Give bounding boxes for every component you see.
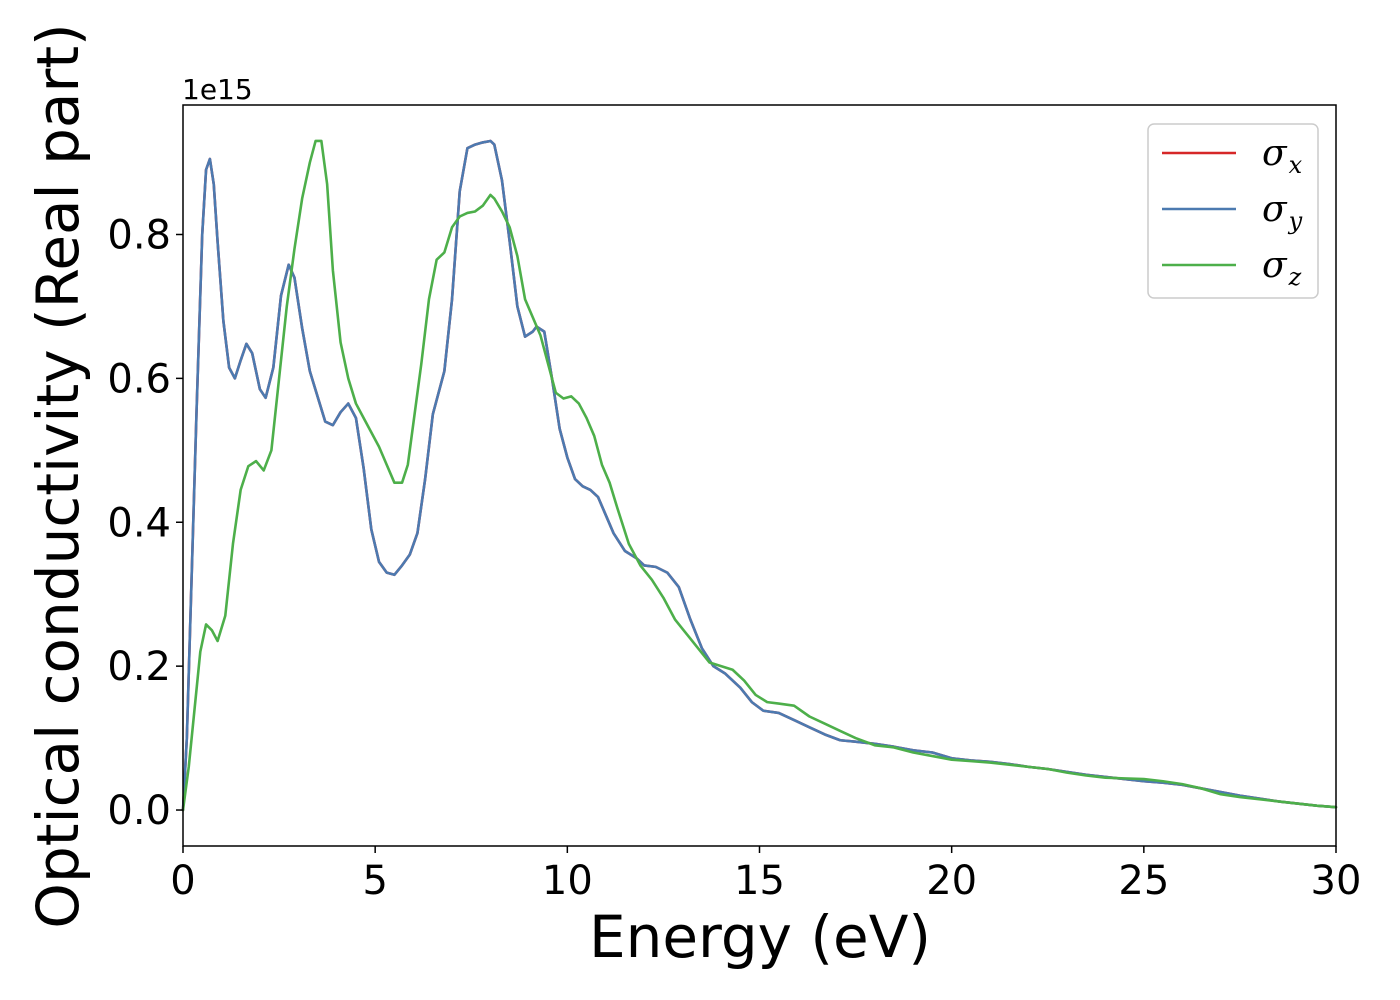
x-axis-ticks: 0 5 10 15 20 25 30 xyxy=(170,846,1361,904)
x-tick-label: 30 xyxy=(1311,858,1362,904)
series-layer xyxy=(181,139,1338,812)
y-axis-ticks: 0.0 0.2 0.4 0.6 0.8 xyxy=(107,212,183,834)
x-tick-label: 20 xyxy=(926,858,977,904)
y-tick-label: 0.4 xyxy=(107,500,171,546)
x-tick-label: 15 xyxy=(734,858,785,904)
y-tick-label: 0.8 xyxy=(107,212,171,258)
y-tick-label: 0.6 xyxy=(107,356,171,402)
y-offset-label: 1e15 xyxy=(182,73,253,106)
legend-label-y: σy xyxy=(1262,189,1303,235)
legend-label-x: σx xyxy=(1262,133,1303,179)
x-tick-label: 0 xyxy=(170,858,195,904)
y-axis-label: Optical conductivity (Real part) xyxy=(24,23,92,928)
x-tick-label: 10 xyxy=(542,858,593,904)
x-tick-label: 25 xyxy=(1118,858,1169,904)
series-line-z xyxy=(181,139,1338,812)
y-tick-label: 0.2 xyxy=(107,644,171,690)
legend-box xyxy=(1147,123,1319,299)
x-axis-label: Energy (eV) xyxy=(589,903,931,971)
x-tick-label: 5 xyxy=(362,858,387,904)
y-tick-label: 0.0 xyxy=(107,788,171,834)
